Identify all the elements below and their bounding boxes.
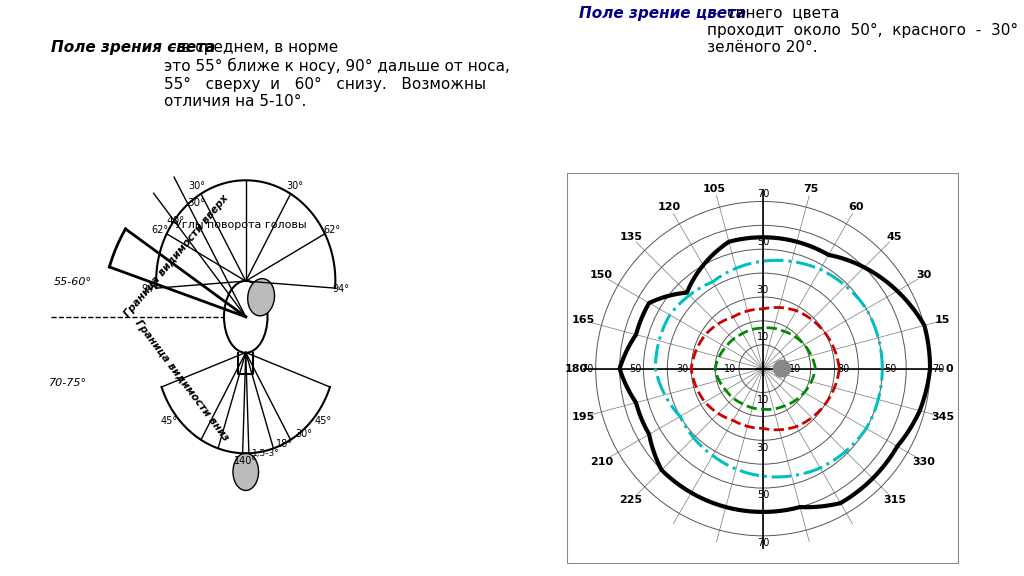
Text: 225: 225 — [620, 495, 643, 505]
Text: 10: 10 — [757, 395, 769, 405]
Ellipse shape — [232, 453, 258, 491]
Text: 60: 60 — [848, 202, 864, 213]
Text: 180: 180 — [565, 363, 588, 374]
Text: 30: 30 — [837, 363, 849, 374]
Text: 30°: 30° — [186, 198, 205, 209]
Text: 45°: 45° — [314, 416, 332, 426]
Text: -  синего  цвета
проходит  около  50°,  красного  -  30°  и
зелёного 20°.: - синего цвета проходит около 50°, красн… — [707, 6, 1024, 55]
Text: 10: 10 — [757, 332, 769, 342]
Circle shape — [773, 360, 791, 377]
Text: 30: 30 — [916, 271, 932, 281]
Text: 18°: 18° — [276, 439, 293, 449]
Text: 210: 210 — [590, 457, 613, 467]
Text: 30: 30 — [757, 285, 769, 294]
Text: 75: 75 — [804, 184, 819, 194]
Text: Поле зрение цвета: Поле зрение цвета — [579, 6, 745, 21]
Text: 94°: 94° — [333, 283, 350, 294]
Text: 40°: 40° — [167, 216, 184, 226]
Text: 30: 30 — [757, 443, 769, 453]
Text: 55-60°: 55-60° — [54, 277, 92, 287]
Text: Граница видимости вверх: Граница видимости вверх — [123, 194, 230, 319]
Text: 135: 135 — [620, 232, 643, 242]
Text: 345: 345 — [931, 412, 954, 422]
Text: 10: 10 — [724, 363, 736, 374]
Text: 30: 30 — [677, 363, 689, 374]
Text: 315: 315 — [883, 495, 906, 505]
Text: – в среднем, в норме
это 55° ближе к носу, 90° дальше от носа,
55°   сверху  и  : – в среднем, в норме это 55° ближе к нос… — [164, 40, 510, 109]
Text: 165: 165 — [571, 316, 595, 325]
Text: 70-75°: 70-75° — [49, 378, 87, 388]
Text: Поле зрения света: Поле зрения света — [51, 40, 216, 55]
Text: 70: 70 — [581, 363, 593, 374]
Text: 94°: 94° — [141, 283, 159, 294]
Text: 70: 70 — [933, 363, 945, 374]
Text: 330: 330 — [912, 457, 936, 467]
Text: 150: 150 — [590, 271, 613, 281]
Text: 105: 105 — [703, 184, 726, 194]
Text: Граница видимости вниз: Граница видимости вниз — [133, 318, 230, 442]
Text: 45°: 45° — [160, 416, 177, 426]
Text: 30°: 30° — [286, 181, 303, 191]
Text: 50: 50 — [757, 237, 769, 247]
Text: 195: 195 — [571, 412, 595, 422]
Text: 70: 70 — [757, 189, 769, 199]
Text: 50: 50 — [757, 490, 769, 501]
Text: 30°: 30° — [188, 181, 206, 191]
Text: 45: 45 — [887, 232, 902, 242]
Text: 50: 50 — [885, 363, 897, 374]
Text: 120: 120 — [658, 202, 681, 213]
Text: 50: 50 — [629, 363, 641, 374]
Text: 1,5-3°: 1,5-3° — [252, 449, 280, 458]
Text: 15: 15 — [935, 316, 950, 325]
Text: 62°: 62° — [152, 225, 168, 234]
Text: 70: 70 — [757, 538, 769, 548]
Text: 140°: 140° — [234, 456, 257, 465]
Ellipse shape — [248, 279, 274, 316]
Text: 0: 0 — [945, 363, 953, 374]
Text: 62°: 62° — [324, 225, 340, 234]
Text: 10: 10 — [790, 363, 802, 374]
Text: 30°: 30° — [296, 429, 312, 439]
Text: Углы поворота головы: Углы поворота головы — [175, 221, 306, 230]
